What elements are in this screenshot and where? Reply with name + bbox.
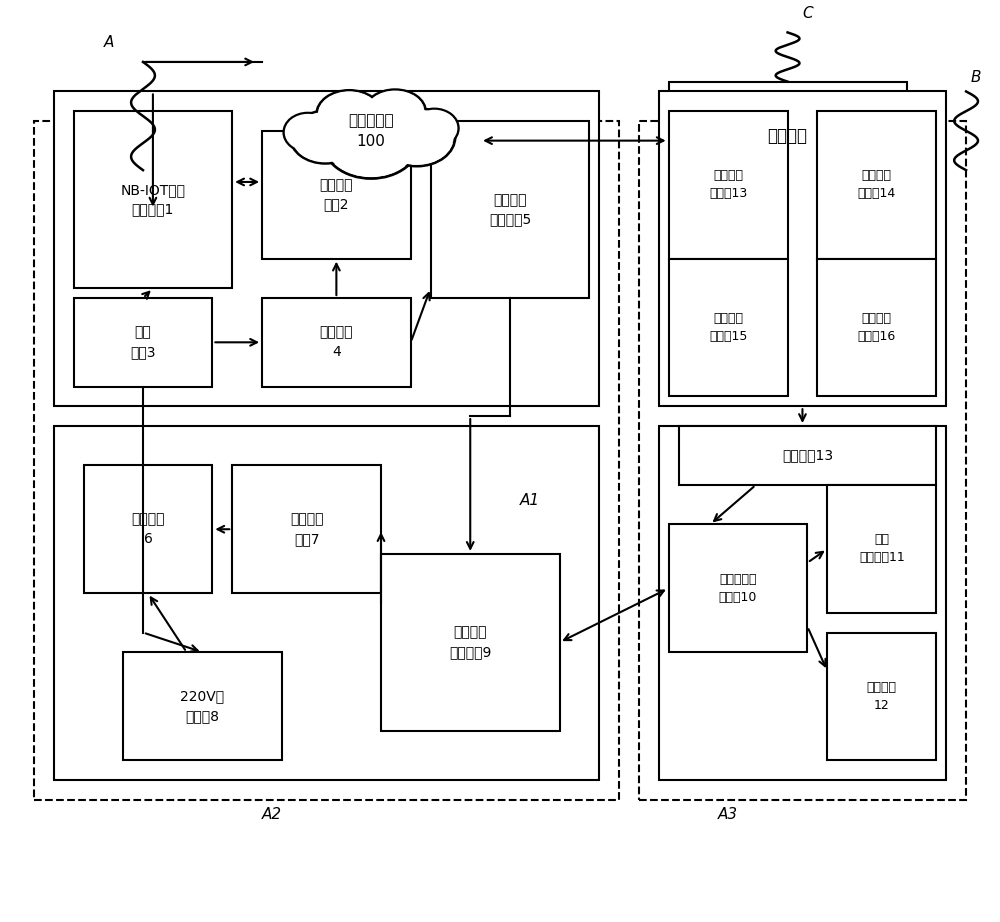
Bar bbox=[54, 91, 599, 407]
Ellipse shape bbox=[284, 113, 332, 151]
Ellipse shape bbox=[318, 91, 381, 137]
Bar bbox=[262, 131, 411, 259]
Text: C: C bbox=[802, 6, 813, 20]
Bar bbox=[669, 259, 788, 396]
Bar bbox=[74, 298, 212, 386]
Ellipse shape bbox=[317, 90, 382, 138]
Ellipse shape bbox=[380, 110, 454, 165]
Bar bbox=[669, 82, 907, 190]
Bar bbox=[123, 652, 282, 761]
Ellipse shape bbox=[324, 104, 418, 177]
Bar bbox=[431, 121, 589, 298]
Text: A3: A3 bbox=[718, 808, 738, 822]
Text: A1: A1 bbox=[520, 492, 540, 508]
Bar bbox=[74, 112, 232, 289]
Bar bbox=[659, 426, 946, 780]
Text: 第三温度
传感器15: 第三温度 传感器15 bbox=[709, 312, 747, 343]
Text: 第四温度
传感器16: 第四温度 传感器16 bbox=[858, 312, 896, 343]
Text: A2: A2 bbox=[262, 808, 282, 822]
Bar bbox=[817, 112, 936, 259]
Text: 第一有线
通信单元5: 第一有线 通信单元5 bbox=[489, 193, 531, 226]
Text: NB-IOT无线
通信单元1: NB-IOT无线 通信单元1 bbox=[120, 183, 185, 217]
Bar bbox=[659, 91, 946, 407]
Text: 电路转换
单元7: 电路转换 单元7 bbox=[290, 513, 323, 546]
Text: 第二温度
传感器14: 第二温度 传感器14 bbox=[858, 170, 896, 200]
Bar bbox=[817, 259, 936, 396]
Ellipse shape bbox=[410, 109, 458, 148]
Bar bbox=[84, 466, 212, 593]
Bar bbox=[54, 426, 599, 780]
Text: 采集单元13: 采集单元13 bbox=[782, 448, 833, 463]
Text: 第二有线
通信单元9: 第二有线 通信单元9 bbox=[449, 626, 491, 659]
Text: 220V供
电单元8: 220V供 电单元8 bbox=[180, 690, 225, 723]
Text: B: B bbox=[971, 69, 982, 85]
Bar bbox=[262, 298, 411, 386]
Bar bbox=[827, 632, 936, 761]
Bar bbox=[381, 554, 560, 731]
Text: 降压
电路3: 降压 电路3 bbox=[130, 325, 156, 359]
Ellipse shape bbox=[290, 111, 360, 163]
Text: 降压电路
12: 降压电路 12 bbox=[867, 681, 897, 712]
Bar bbox=[678, 426, 936, 485]
Ellipse shape bbox=[366, 90, 424, 133]
Text: 运营商网络
100: 运营商网络 100 bbox=[348, 112, 394, 148]
Ellipse shape bbox=[411, 110, 457, 147]
Ellipse shape bbox=[379, 108, 455, 166]
Bar bbox=[232, 466, 381, 593]
Text: 第一温度
传感器13: 第一温度 传感器13 bbox=[709, 170, 747, 200]
Text: 第三有线通
信单元10: 第三有线通 信单元10 bbox=[719, 573, 757, 604]
Bar bbox=[827, 485, 936, 613]
Text: A: A bbox=[103, 35, 114, 50]
Ellipse shape bbox=[322, 102, 420, 179]
Text: 第二
处理单元11: 第二 处理单元11 bbox=[859, 534, 905, 564]
Bar bbox=[639, 121, 966, 799]
Text: 执行单元
6: 执行单元 6 bbox=[131, 513, 165, 546]
Bar bbox=[669, 525, 807, 652]
Ellipse shape bbox=[285, 113, 331, 151]
Text: 终端设备: 终端设备 bbox=[768, 126, 808, 145]
Ellipse shape bbox=[365, 89, 426, 134]
Bar bbox=[669, 112, 788, 259]
Text: 检测单元
4: 检测单元 4 bbox=[320, 325, 353, 359]
Bar bbox=[34, 121, 619, 799]
Text: 第一处理
单元2: 第一处理 单元2 bbox=[320, 178, 353, 211]
Ellipse shape bbox=[292, 112, 359, 162]
